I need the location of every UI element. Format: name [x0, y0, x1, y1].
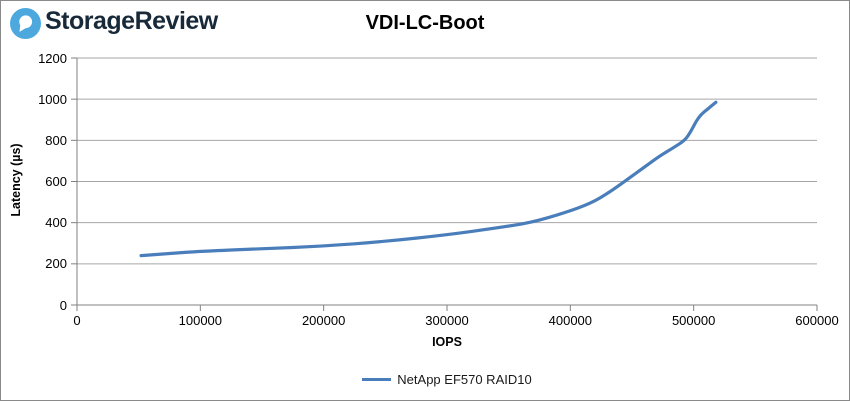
y-tick-label: 1200	[38, 50, 67, 66]
header: StorageReview	[1, 1, 849, 47]
x-tick-label: 100000	[178, 313, 223, 328]
x-tick-label: 0	[73, 313, 81, 328]
legend-label: NetApp EF570 RAID10	[397, 371, 532, 387]
y-axis-title: Latency (µs)	[9, 143, 23, 217]
chart-title: VDI-LC-Boot	[365, 12, 485, 34]
x-tick-label: 400000	[548, 313, 593, 328]
x-axis-title: IOPS	[432, 335, 462, 349]
brand-name: StorageReview	[45, 7, 218, 35]
y-tick-label: 0	[59, 297, 67, 313]
series-line	[139, 100, 718, 258]
y-tick-label: 600	[45, 174, 67, 189]
y-tick-label: 400	[45, 215, 67, 231]
y-tick-label: 1000	[38, 91, 67, 107]
x-tick-label: 300000	[425, 313, 469, 328]
legend-line-sample-icon	[362, 377, 392, 381]
x-tick-label: 500000	[671, 313, 716, 328]
x-tick-label: 200000	[301, 313, 346, 328]
x-tick-label: 600000	[795, 313, 839, 328]
y-tick-label: 200	[45, 256, 67, 272]
legend: NetApp EF570 RAID10	[77, 369, 817, 389]
y-tick-label: 800	[45, 132, 67, 148]
storagereview-logo-icon	[10, 8, 41, 39]
